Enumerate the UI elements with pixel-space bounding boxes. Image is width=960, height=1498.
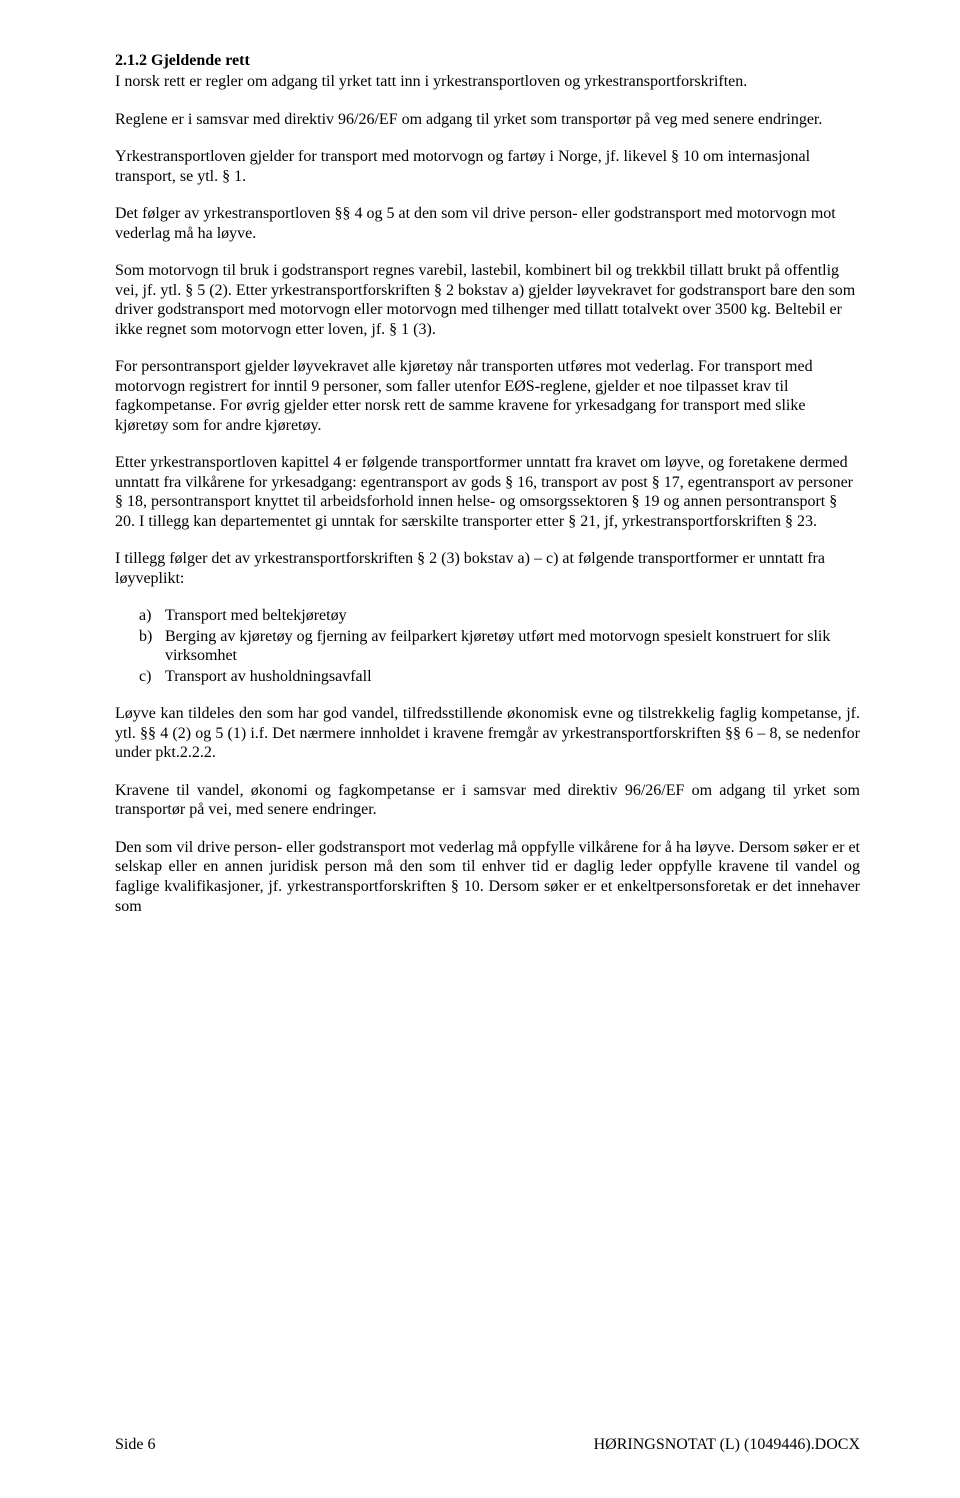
footer-page-number: Side 6 xyxy=(115,1436,155,1454)
paragraph-5: Som motorvogn til bruk i godstransport r… xyxy=(115,261,860,339)
paragraph-2: Reglene er i samsvar med direktiv 96/26/… xyxy=(115,110,860,130)
section-heading: 2.1.2 Gjeldende rett xyxy=(115,52,860,70)
paragraph-6: For persontransport gjelder løyvekravet … xyxy=(115,357,860,435)
footer-filename: HØRINGSNOTAT (L) (1049446).DOCX xyxy=(594,1436,860,1454)
paragraph-4: Det følger av yrkestransportloven §§ 4 o… xyxy=(115,204,860,243)
paragraph-9: Løyve kan tildeles den som har god vande… xyxy=(115,704,860,763)
paragraph-1: I norsk rett er regler om adgang til yrk… xyxy=(115,72,860,92)
paragraph-3: Yrkestransportloven gjelder for transpor… xyxy=(115,147,860,186)
list-item: c) Transport av husholdningsavfall xyxy=(139,667,860,687)
paragraph-11: Den som vil drive person- eller godstran… xyxy=(115,838,860,916)
list-item: b) Berging av kjøretøy og fjerning av fe… xyxy=(139,627,860,666)
exemption-list: a) Transport med beltekjøretøy b) Bergin… xyxy=(115,606,860,686)
page-footer: Side 6 HØRINGSNOTAT (L) (1049446).DOCX xyxy=(115,1436,860,1454)
list-marker: c) xyxy=(139,667,165,687)
list-item: a) Transport med beltekjøretøy xyxy=(139,606,860,626)
list-text: Transport av husholdningsavfall xyxy=(165,667,372,687)
paragraph-8: I tillegg følger det av yrkestransportfo… xyxy=(115,549,860,588)
list-text: Transport med beltekjøretøy xyxy=(165,606,347,626)
list-marker: a) xyxy=(139,606,165,626)
list-marker: b) xyxy=(139,627,165,666)
paragraph-10: Kravene til vandel, økonomi og fagkompet… xyxy=(115,781,860,820)
list-text: Berging av kjøretøy og fjerning av feilp… xyxy=(165,627,860,666)
paragraph-7: Etter yrkestransportloven kapittel 4 er … xyxy=(115,453,860,531)
